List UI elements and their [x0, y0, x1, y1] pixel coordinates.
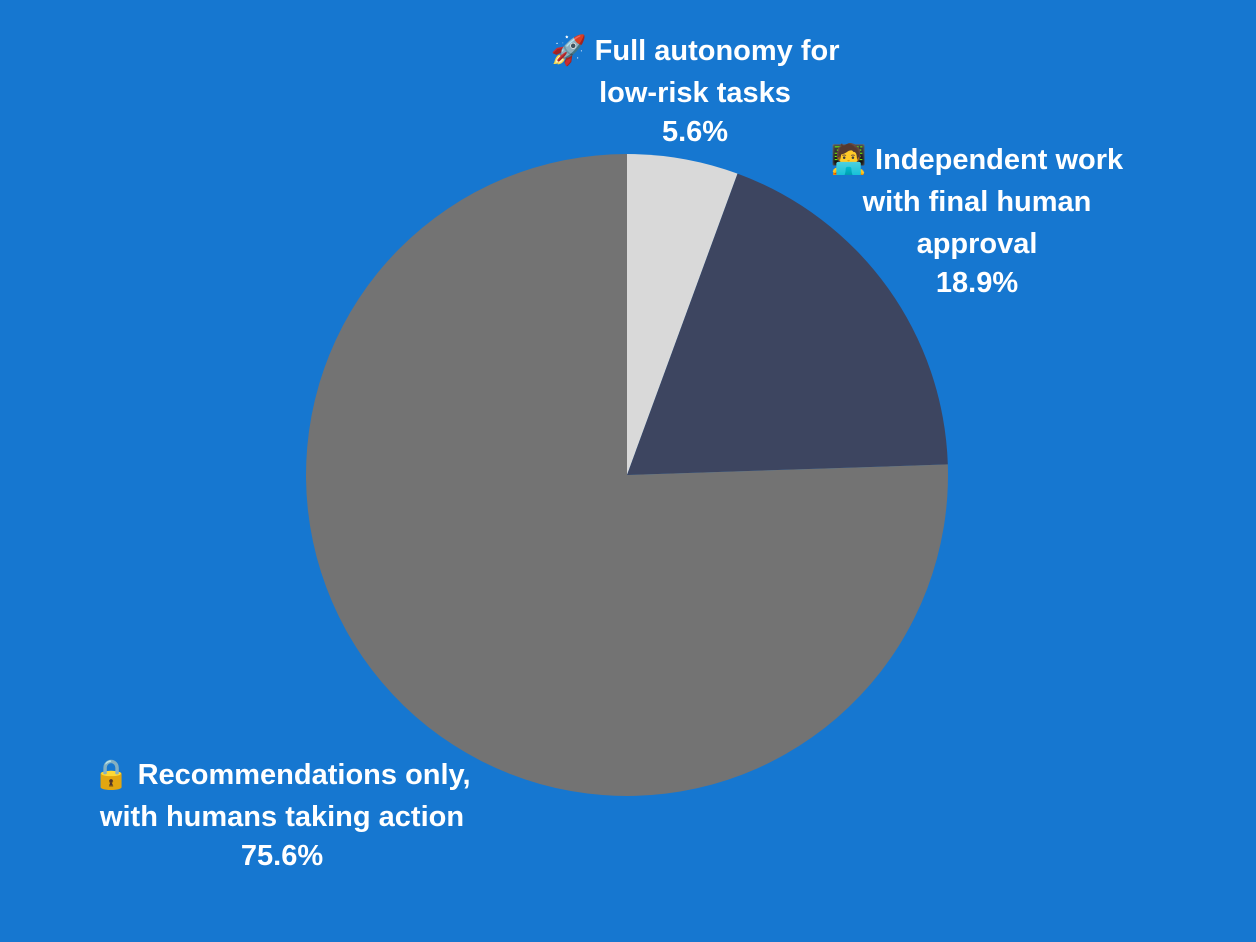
- slice-label: 🔒 Recommendations only, with humans taki…: [77, 754, 487, 874]
- category-label: 🧑‍💻 Independent work with final human ap…: [830, 144, 1124, 260]
- value-label: 75.6%: [240, 840, 324, 872]
- pie-slice: [306, 154, 948, 796]
- slice-label: 🚀 Full autonomy for low-risk tasks 5.6%: [550, 30, 840, 150]
- value-label: 18.9%: [935, 267, 1019, 299]
- slice-label: 🧑‍💻 Independent work with final human ap…: [807, 139, 1147, 301]
- pie-slice: [627, 154, 738, 475]
- category-label: 🚀 Full autonomy for low-risk tasks: [550, 35, 840, 109]
- pie-slice: [627, 173, 948, 475]
- category-label: 🔒 Recommendations only, with humans taki…: [93, 759, 471, 833]
- value-label: 5.6%: [661, 116, 729, 148]
